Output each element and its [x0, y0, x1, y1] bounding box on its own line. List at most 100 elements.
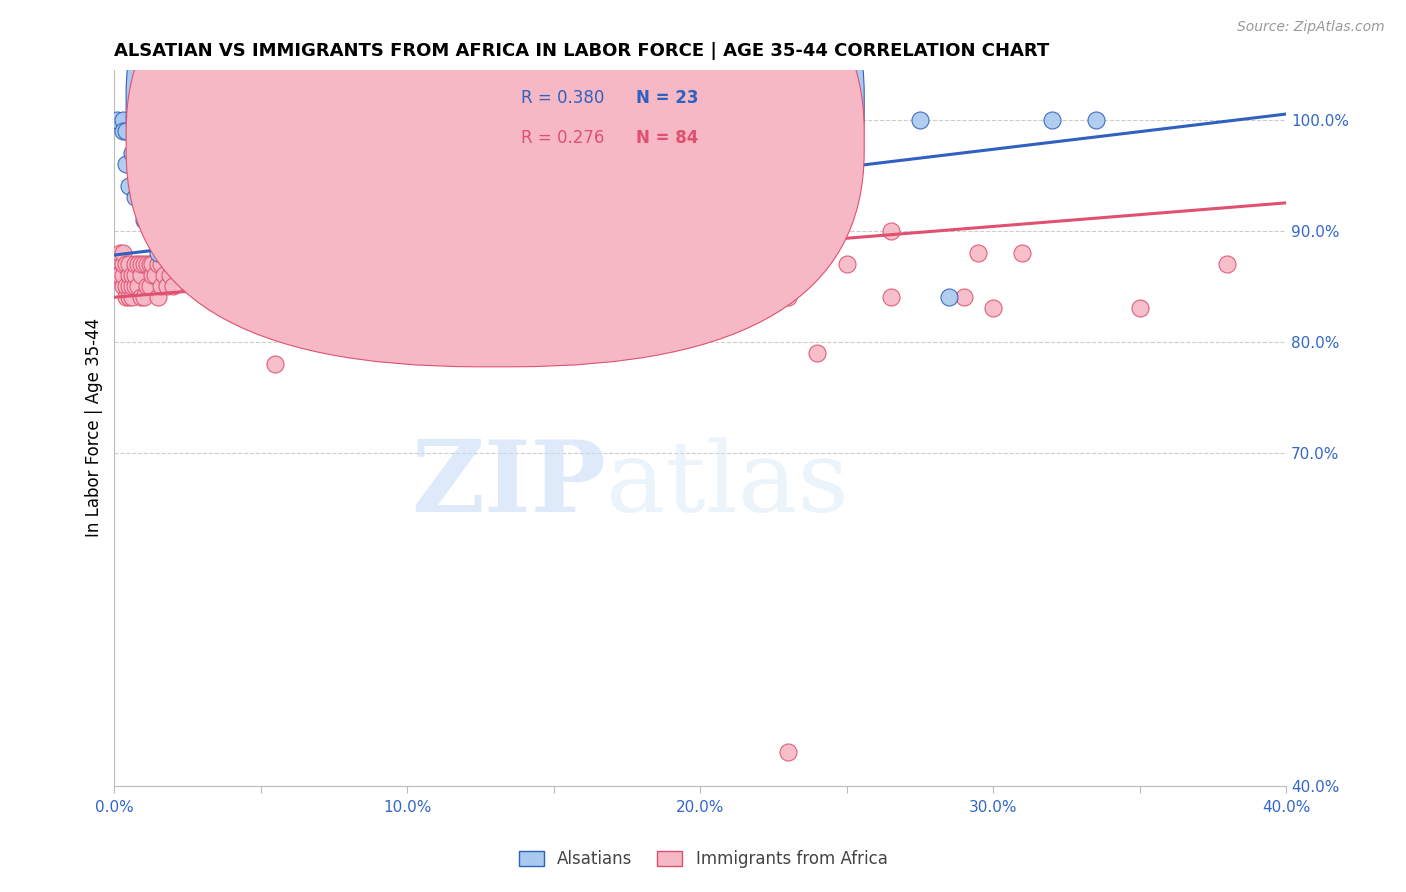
- Point: [165, 257, 187, 271]
- Point: [200, 257, 222, 271]
- Point: [748, 245, 770, 260]
- Text: atlas: atlas: [606, 437, 849, 533]
- Point: [105, 268, 128, 282]
- FancyBboxPatch shape: [127, 0, 865, 367]
- Point: [879, 224, 901, 238]
- Point: [129, 290, 152, 304]
- Text: ZIP: ZIP: [412, 436, 606, 533]
- Point: [235, 235, 257, 249]
- Point: [115, 279, 138, 293]
- Point: [115, 257, 138, 271]
- Point: [135, 257, 157, 271]
- Point: [127, 157, 149, 171]
- Point: [162, 279, 184, 293]
- Point: [162, 202, 184, 216]
- Point: [141, 257, 163, 271]
- Point: [118, 257, 141, 271]
- Point: [1084, 112, 1107, 127]
- Point: [124, 190, 146, 204]
- Point: [835, 257, 858, 271]
- Point: [967, 245, 990, 260]
- Point: [121, 279, 143, 293]
- Point: [118, 268, 141, 282]
- Point: [105, 112, 128, 127]
- Point: [138, 212, 160, 227]
- Point: [148, 245, 170, 260]
- Point: [337, 224, 360, 238]
- Point: [191, 257, 214, 271]
- Point: [689, 212, 711, 227]
- Point: [118, 179, 141, 194]
- Point: [191, 257, 214, 271]
- Point: [180, 235, 202, 249]
- Point: [115, 124, 138, 138]
- Point: [186, 245, 208, 260]
- Point: [952, 290, 974, 304]
- Point: [115, 157, 138, 171]
- Point: [264, 245, 287, 260]
- Point: [129, 257, 152, 271]
- Point: [173, 245, 195, 260]
- Text: ALSATIAN VS IMMIGRANTS FROM AFRICA IN LABOR FORCE | AGE 35-44 CORRELATION CHART: ALSATIAN VS IMMIGRANTS FROM AFRICA IN LA…: [114, 42, 1050, 60]
- Point: [153, 268, 176, 282]
- Point: [159, 268, 181, 282]
- Point: [115, 290, 138, 304]
- Point: [132, 212, 155, 227]
- Point: [112, 245, 135, 260]
- Point: [156, 279, 179, 293]
- Point: [141, 268, 163, 282]
- Point: [616, 179, 638, 194]
- Point: [733, 235, 755, 249]
- Point: [762, 212, 785, 227]
- Point: [118, 279, 141, 293]
- Point: [132, 257, 155, 271]
- Point: [484, 245, 506, 260]
- Point: [806, 345, 828, 359]
- Point: [135, 279, 157, 293]
- Point: [112, 279, 135, 293]
- Point: [167, 245, 190, 260]
- Point: [426, 212, 449, 227]
- Legend: Alsatians, Immigrants from Africa: Alsatians, Immigrants from Africa: [512, 844, 894, 875]
- Point: [1216, 257, 1239, 271]
- Point: [110, 245, 132, 260]
- Point: [121, 290, 143, 304]
- Point: [776, 745, 799, 759]
- Point: [1128, 301, 1150, 316]
- Point: [938, 290, 960, 304]
- Y-axis label: In Labor Force | Age 35-44: In Labor Force | Age 35-44: [86, 318, 103, 537]
- Point: [132, 290, 155, 304]
- Point: [776, 290, 799, 304]
- Text: R = 0.380: R = 0.380: [522, 89, 605, 107]
- Point: [557, 212, 579, 227]
- Point: [138, 257, 160, 271]
- Point: [112, 112, 135, 127]
- Point: [156, 245, 179, 260]
- Point: [150, 279, 173, 293]
- Point: [294, 245, 316, 260]
- Point: [129, 268, 152, 282]
- Point: [659, 245, 682, 260]
- Point: [1011, 245, 1033, 260]
- Point: [205, 245, 228, 260]
- Point: [264, 357, 287, 371]
- Point: [124, 279, 146, 293]
- Point: [135, 168, 157, 182]
- Point: [703, 257, 725, 271]
- Point: [879, 290, 901, 304]
- Point: [396, 245, 419, 260]
- Point: [121, 268, 143, 282]
- FancyBboxPatch shape: [460, 73, 759, 169]
- Point: [689, 145, 711, 160]
- Text: R = 0.276: R = 0.276: [522, 128, 605, 146]
- Text: N = 23: N = 23: [636, 89, 699, 107]
- Point: [110, 268, 132, 282]
- Point: [127, 279, 149, 293]
- Point: [112, 257, 135, 271]
- Point: [367, 224, 389, 238]
- Point: [112, 124, 135, 138]
- Point: [121, 145, 143, 160]
- Point: [981, 301, 1004, 316]
- Point: [908, 112, 931, 127]
- Point: [1040, 112, 1063, 127]
